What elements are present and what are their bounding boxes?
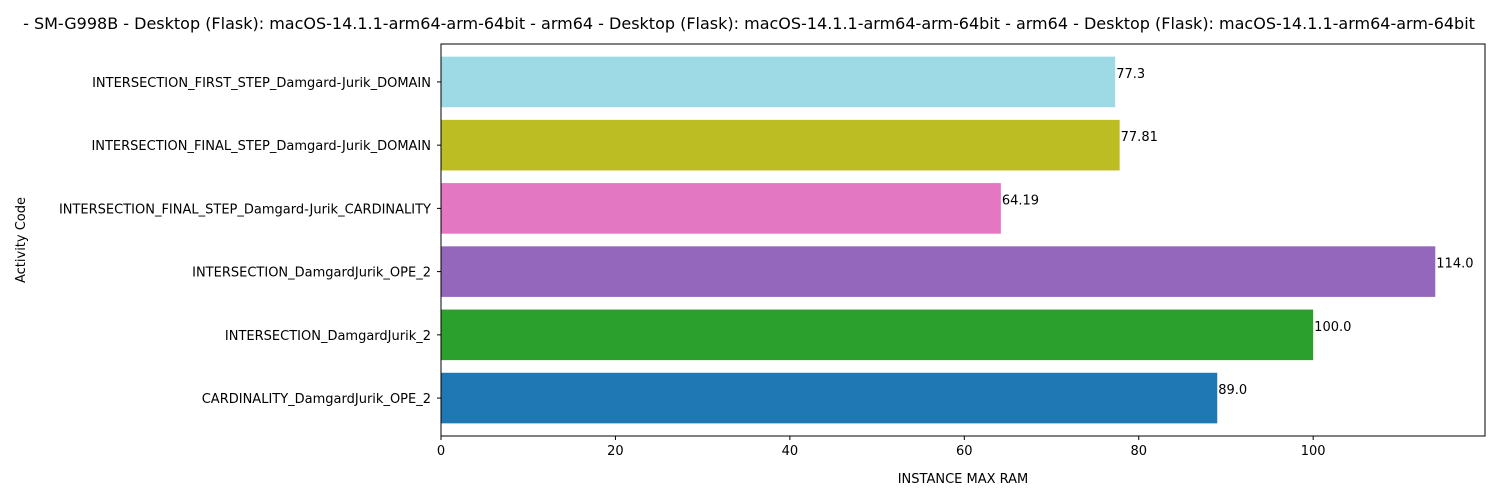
bar-value-label: 89.0 — [1218, 383, 1247, 398]
bar-value-label: 77.81 — [1121, 130, 1158, 145]
y-tick-label: INTERSECTION_FINAL_STEP_Damgard-Jurik_CA… — [59, 202, 431, 217]
y-tick-label: INTERSECTION_DamgardJurik_2 — [225, 329, 431, 344]
bar-intersection-final-step-damgard-jurik-domain — [441, 119, 1120, 171]
bar-cardinality-damgardjurik-ope-2 — [441, 372, 1218, 424]
bar-value-label: 114.0 — [1436, 257, 1473, 272]
bar-intersection-final-step-damgard-jurik-cardinality — [441, 183, 1001, 234]
y-tick-label: INTERSECTION_FINAL_STEP_Damgard-Jurik_DO… — [91, 139, 431, 154]
x-tick-label: 0 — [437, 444, 445, 459]
bar-value-label: 77.3 — [1116, 67, 1145, 82]
x-tick-label: 20 — [607, 444, 624, 459]
plot-frame — [440, 43, 1486, 437]
bars-group: 89.0 100.0 114.0 64.19 77.81 77.3 — [441, 56, 1474, 424]
x-tick-label: 80 — [1130, 444, 1147, 459]
x-axis-label: INSTANCE MAX RAM — [898, 472, 1029, 487]
y-tick-label: CARDINALITY_DamgardJurik_OPE_2 — [202, 392, 431, 407]
bar-intersection-first-step-damgard-jurik-domain — [441, 56, 1116, 108]
bar-value-label: 100.0 — [1314, 320, 1351, 335]
x-tick-label: 60 — [956, 444, 973, 459]
x-tick-label: 40 — [782, 444, 799, 459]
x-ticks: 0 20 40 60 80 100 — [437, 436, 1326, 459]
y-tick-labels: CARDINALITY_DamgardJurik_OPE_2 INTERSECTI… — [59, 76, 441, 407]
y-tick-label: INTERSECTION_DamgardJurik_OPE_2 — [192, 266, 431, 281]
y-axis-label: Activity Code — [14, 197, 29, 283]
x-tick-label: 100 — [1301, 444, 1326, 459]
bar-intersection-damgardjurik-2 — [441, 309, 1314, 361]
bar-intersection-damgardjurik-ope-2 — [441, 246, 1436, 297]
bar-value-label: 64.19 — [1002, 193, 1039, 208]
y-tick-label: INTERSECTION_FIRST_STEP_Damgard-Jurik_DO… — [92, 76, 431, 91]
chart-title: - SM-G998B - Desktop (Flask): macOS-14.1… — [23, 14, 1475, 33]
